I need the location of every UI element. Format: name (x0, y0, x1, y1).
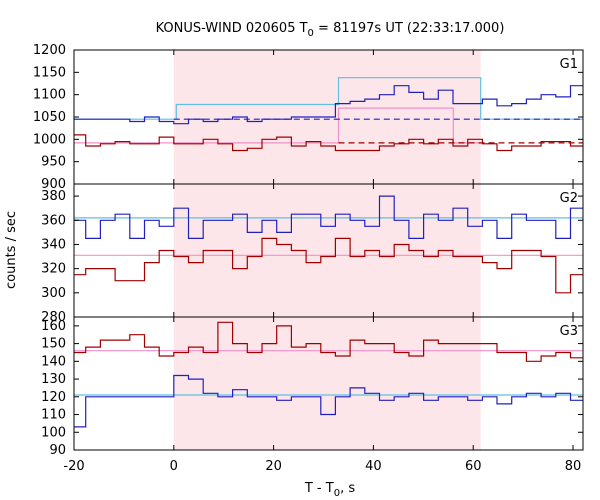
series-blue-g3 (74, 374, 583, 428)
panel-g2: 280 300 320 340 360 380 G2 (41, 183, 584, 325)
y-tick-label: 950 (41, 155, 66, 170)
series-red-g3 (74, 321, 583, 362)
x-tick-label: 40 (365, 459, 382, 474)
series-red-g1 (74, 134, 583, 152)
series-red-g2 (74, 237, 583, 294)
chart-title: KONUS-WIND 020605 T0 = 81197s UT (22:33:… (156, 21, 505, 39)
series-blue-g2 (74, 195, 583, 239)
y-tick-label: 320 (41, 262, 66, 277)
panel-frame (73, 316, 584, 451)
panel-label: G2 (560, 191, 578, 206)
panel-g1: 900 950 1000 1050 1100 1150 1200 G1 (33, 43, 584, 192)
x-tick-label: -20 (63, 459, 84, 474)
x-tick-label: 60 (465, 459, 482, 474)
y-tick-label: 1200 (33, 43, 66, 58)
x-tick-label: 0 (170, 459, 178, 474)
y-tick-label: 1050 (33, 110, 66, 125)
fit-line-red (74, 107, 481, 144)
y-tick-label: 140 (41, 354, 66, 369)
x-tick-labels: -20 0 20 40 60 80 (63, 459, 581, 474)
panel-label: G3 (560, 324, 578, 339)
y-axis-label: counts / sec (4, 211, 19, 289)
y-tick-label: 150 (41, 337, 66, 352)
y-tick-label: 360 (41, 213, 66, 228)
series-blue-g1 (74, 85, 583, 125)
plot-area (74, 77, 583, 152)
y-tick-label: 120 (41, 390, 66, 405)
y-tick-label: 1000 (33, 132, 66, 147)
plot-area (74, 195, 583, 294)
y-tick-label: 100 (41, 425, 66, 440)
x-tick-label: 80 (565, 459, 582, 474)
y-tick-label: 110 (41, 408, 66, 423)
plot-area (74, 321, 583, 428)
y-tick-label: 340 (41, 237, 66, 252)
y-tick-label: 380 (41, 189, 66, 204)
y-tick-label: 1100 (33, 88, 66, 103)
y-tick-label: 300 (41, 286, 66, 301)
x-axis-label: T - T0, s (304, 481, 355, 499)
y-tick-label: 160 (41, 319, 66, 334)
y-tick-label: 130 (41, 372, 66, 387)
panel-label: G1 (560, 57, 578, 72)
shaded-interval (173, 317, 481, 450)
y-tick-label: 90 (49, 443, 66, 458)
y-tick-label: 1150 (33, 65, 66, 80)
panels-group: 900 950 1000 1050 1100 1150 1200 G1 280 300 320 340… (33, 43, 584, 458)
y-tick-label: 280 (41, 310, 66, 325)
panel-g3: 90 100 110 120 130 140 150 160 G3 (41, 316, 584, 458)
x-tick-label: 20 (265, 459, 282, 474)
y-tick-label: 900 (41, 177, 66, 192)
fit-line-blue (74, 77, 583, 120)
